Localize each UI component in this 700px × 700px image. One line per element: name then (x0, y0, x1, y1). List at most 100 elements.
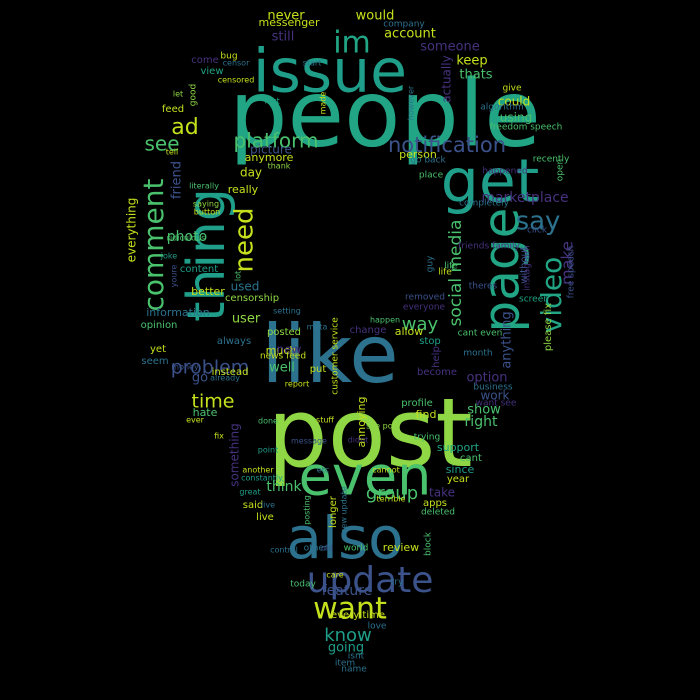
word-another: another (242, 466, 274, 475)
word-get: get (441, 147, 540, 217)
word-open: open (556, 159, 566, 181)
word-content: content (180, 264, 218, 275)
word-everything: everything (125, 198, 139, 263)
word-didnt: didnt (348, 436, 369, 445)
word-cant-even: cant even (458, 329, 503, 339)
word-start: start (303, 59, 322, 68)
word-review: review (383, 541, 419, 554)
word-anymore: anymore (245, 151, 294, 164)
word-longer: longer (328, 495, 339, 528)
word-feature: feature (322, 583, 373, 599)
word-like: like (261, 308, 398, 401)
word-account: account (384, 27, 436, 42)
word-person: person (399, 148, 437, 161)
word-news-feed: news feed (260, 352, 306, 362)
word-annoying: annoying (355, 397, 368, 448)
word-constantly: constantly (241, 474, 283, 483)
word-update: update (307, 560, 434, 601)
word-without: without (519, 246, 530, 284)
word-setting: setting (273, 307, 301, 316)
word-etc: etc (317, 466, 329, 475)
word-still: still (272, 30, 295, 45)
word-find: find (416, 408, 437, 421)
word-people: people (229, 60, 541, 167)
word-anything: anything (500, 311, 515, 368)
word-feed: feed (162, 104, 184, 115)
word-life: life (438, 268, 452, 278)
word-happen: happen (370, 316, 400, 325)
word-someone: someone (420, 40, 480, 55)
word-cant: cant (460, 453, 482, 464)
word-know: know (324, 625, 372, 646)
word-today: today (290, 580, 316, 590)
word-try: try (391, 578, 404, 588)
word-yet: yet (150, 344, 166, 355)
word-thank: thank (268, 162, 291, 171)
word-better: better (191, 285, 225, 298)
word-good: good (189, 84, 199, 106)
word-name: name (341, 665, 367, 675)
word-done: done (258, 417, 278, 426)
word-terrible: terrible (377, 495, 406, 504)
word-made: made (319, 92, 328, 115)
word-every-time: every time (331, 610, 385, 621)
word-since: since (446, 463, 475, 476)
word-month: month (463, 349, 492, 359)
word-show: show (467, 403, 501, 418)
word-would: would (356, 9, 395, 24)
word-button: button (194, 208, 220, 217)
word-put: put (310, 364, 327, 375)
word-everyone: everyone (403, 303, 446, 313)
word-tell: tell (166, 148, 179, 157)
word-think: think (266, 479, 302, 495)
word-old: old (321, 544, 333, 553)
word-care: care (326, 571, 343, 580)
word-option: option (466, 371, 507, 386)
word-always: always (217, 336, 251, 347)
word-change: change (350, 325, 387, 336)
word-support: support (437, 441, 480, 454)
word-actually: actually (440, 55, 454, 102)
word-go: go (192, 371, 208, 386)
word-say: say (516, 207, 561, 237)
word-video: video (535, 257, 568, 333)
word-want: want (313, 592, 387, 627)
word-company: company (383, 20, 425, 30)
word-notification: notification (388, 133, 506, 157)
word-never: never (267, 9, 305, 24)
word-block: block (424, 531, 434, 556)
word-youre: youre (170, 265, 179, 288)
word-help: help (431, 346, 442, 368)
word-saying: saying (193, 200, 219, 209)
word-control: control (270, 546, 298, 555)
word-deleted: deleted (421, 508, 455, 518)
word-recently: recently (533, 155, 570, 165)
word-place: place (419, 171, 444, 181)
word-work: work (480, 389, 509, 403)
word-love: love (368, 622, 387, 632)
word-life: life (444, 262, 458, 272)
word-new: new (277, 343, 302, 357)
word-also: also (286, 504, 403, 572)
word-need: need (230, 208, 260, 273)
word-trying: trying (414, 433, 440, 443)
word-world: world (344, 544, 369, 554)
word-friends-family: friends family (458, 242, 520, 252)
word-messenger: messenger (259, 16, 320, 29)
word-screen: screen (519, 295, 549, 305)
word-page: page (473, 208, 531, 333)
word-come: come (191, 55, 219, 66)
word-free-speech: free speech (567, 246, 577, 299)
word-censored: censored (218, 76, 255, 85)
word-completely: completely (459, 199, 510, 209)
word-click: click (527, 226, 548, 236)
word-freedom-speech: freedom speech (490, 123, 563, 133)
word-keep: keep (456, 54, 487, 69)
word-bug: bug (220, 52, 237, 62)
word-algorithm: algorithm (480, 103, 523, 113)
word-allow: allow (395, 325, 424, 338)
word-view: view (200, 66, 223, 77)
word-even: even (299, 445, 432, 508)
